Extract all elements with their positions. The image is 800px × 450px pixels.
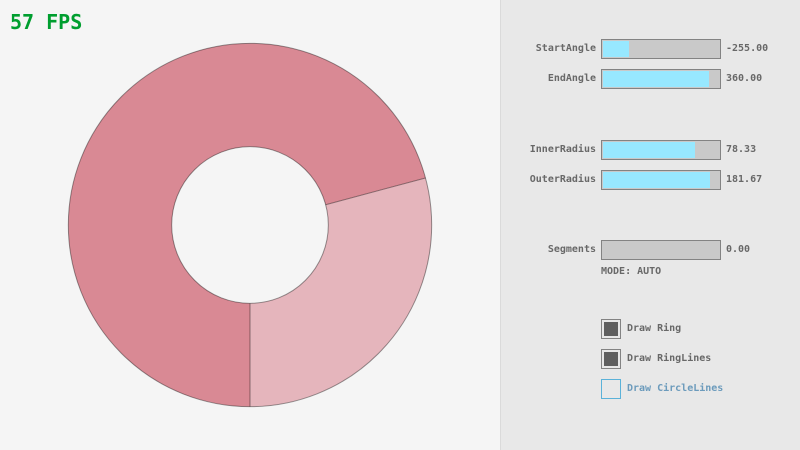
checkbox-label: Draw CircleLines [627,383,724,394]
ring-inner-line [171,146,329,304]
slider-fill [603,172,710,188]
checkbox-draw-ring[interactable]: Draw Ring [601,319,681,339]
slider-segments[interactable] [601,240,721,260]
slider-value-segments: 0.00 [726,244,751,255]
checkbox-label: Draw Ring [627,323,682,334]
checkbox-checked-mark [604,322,618,336]
checkbox-checked-mark [604,352,618,366]
ring-canvas [67,42,433,408]
slider-row-end-angle: EndAngle 360.00 [446,69,762,89]
slider-fill [603,41,629,57]
slider-value-end-angle: 360.00 [726,73,763,84]
ring-start-angle-line [325,177,426,206]
checkbox-label: Draw RingLines [627,353,712,364]
ring-sector-single [250,177,432,407]
checkbox-box[interactable] [601,319,621,339]
slider-fill [603,142,696,158]
slider-label-segments: Segments [547,244,596,255]
slider-fill [603,71,709,87]
slider-row-inner-radius: InnerRadius 78.33 [446,140,756,160]
ring-sector-overlap [68,43,426,407]
slider-label-start-angle: StartAngle [535,43,596,54]
slider-value-inner-radius: 78.33 [726,144,757,155]
slider-value-start-angle: -255.00 [726,43,769,54]
slider-label-inner-radius: InnerRadius [529,144,596,155]
slider-label-outer-radius: OuterRadius [529,174,596,185]
slider-outer-radius[interactable] [601,170,721,190]
fps-counter: 57 FPS [10,10,83,34]
checkbox-draw-ring-lines[interactable]: Draw RingLines [601,349,711,369]
slider-end-angle[interactable] [601,69,721,89]
slider-label-end-angle: EndAngle [547,73,596,84]
checkbox-box[interactable] [601,349,621,369]
slider-row-segments: Segments 0.00 [446,240,750,260]
slider-row-outer-radius: OuterRadius 181.67 [446,170,762,190]
checkbox-draw-circle-lines[interactable]: Draw CircleLines [601,379,723,399]
slider-value-outer-radius: 181.67 [726,174,763,185]
slider-row-start-angle: StartAngle -255.00 [446,39,768,59]
ring-outer-line [67,42,433,408]
control-panel: StartAngle -255.00 EndAngle 360.00 Inner… [500,0,800,450]
checkbox-box[interactable] [601,379,621,399]
slider-inner-radius[interactable] [601,140,721,160]
slider-start-angle[interactable] [601,39,721,59]
segments-mode-label: MODE: AUTO [601,266,662,277]
